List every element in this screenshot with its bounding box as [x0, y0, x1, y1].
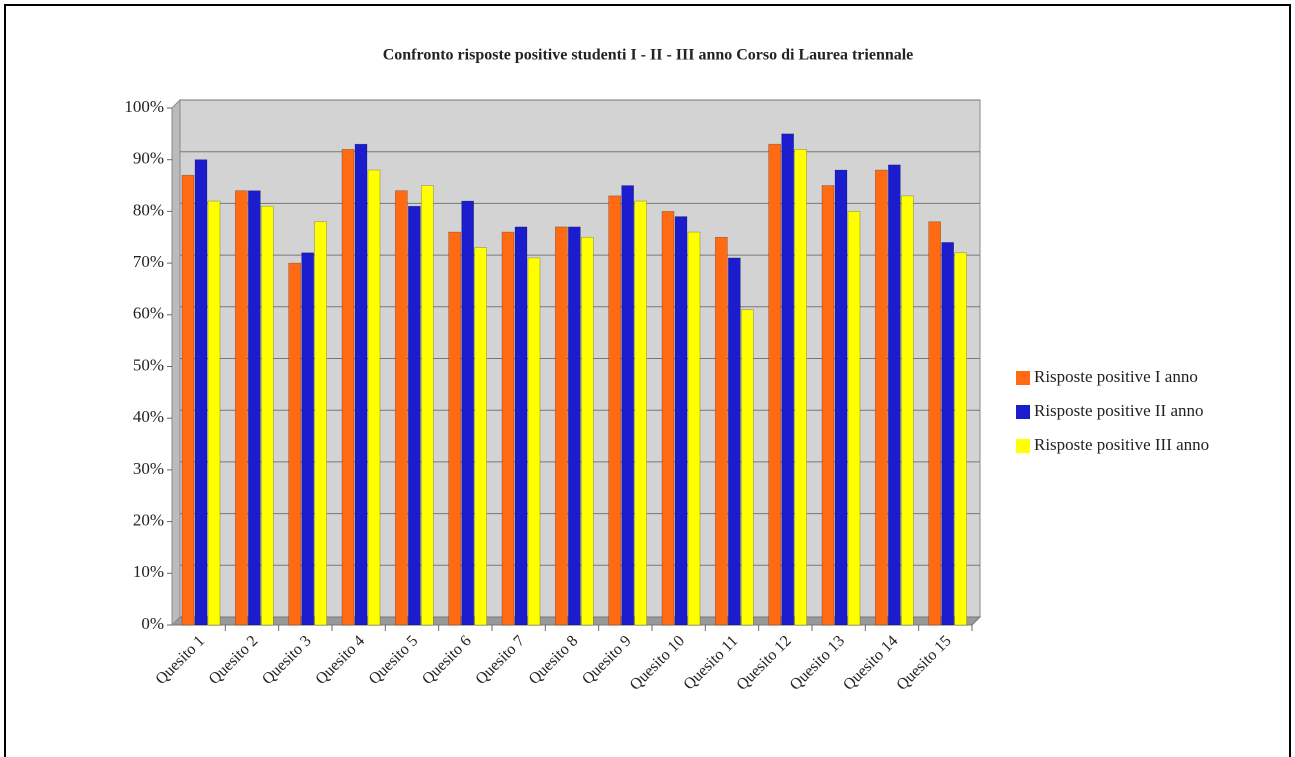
bar — [301, 252, 314, 626]
bar — [728, 257, 741, 626]
bar — [367, 169, 381, 626]
bar — [207, 200, 221, 626]
bar — [421, 185, 434, 626]
bar — [781, 133, 794, 626]
bar — [821, 185, 835, 626]
y-tick-label: 60% — [133, 304, 164, 323]
bar — [674, 216, 688, 626]
bar — [768, 143, 781, 626]
bar — [314, 221, 327, 626]
y-tick-label: 50% — [133, 355, 164, 374]
y-tick-label: 90% — [133, 149, 164, 168]
bar — [514, 226, 528, 626]
bar — [181, 174, 195, 626]
bar — [661, 211, 675, 626]
y-tick-label: 70% — [133, 252, 164, 271]
bar — [555, 226, 568, 626]
bar — [248, 190, 261, 626]
bar — [341, 149, 355, 626]
legend-label: Risposte positive III anno — [1034, 435, 1209, 454]
bar — [194, 159, 208, 626]
bar — [261, 205, 274, 626]
bar — [354, 143, 368, 626]
bar — [501, 231, 515, 626]
bar — [847, 211, 861, 626]
bar — [954, 252, 967, 626]
bar — [448, 231, 461, 626]
bar — [928, 221, 941, 626]
bar — [941, 242, 954, 626]
bar — [834, 169, 848, 626]
bar — [408, 205, 421, 626]
bar — [568, 226, 581, 626]
chart-title: Confronto risposte positive studenti I -… — [383, 47, 914, 64]
bar — [621, 185, 634, 626]
bar — [715, 236, 728, 626]
legend-label: Risposte positive I anno — [1034, 367, 1198, 386]
y-tick-label: 20% — [133, 511, 164, 530]
y-tick-label: 100% — [124, 97, 164, 116]
bar — [235, 190, 248, 626]
bar — [608, 195, 621, 626]
bar — [581, 236, 594, 626]
y-tick-label: 80% — [133, 200, 164, 219]
legend-swatch — [1016, 439, 1030, 453]
y-tick-label: 30% — [133, 459, 164, 478]
y-tick-label: 40% — [133, 407, 164, 426]
bar — [395, 190, 408, 626]
bar — [634, 200, 647, 626]
bar — [875, 169, 888, 626]
bar — [794, 149, 807, 626]
bar — [527, 257, 541, 626]
bar — [741, 309, 754, 626]
bar — [461, 200, 474, 626]
bar — [474, 247, 487, 626]
y-tick-label: 10% — [133, 562, 164, 581]
y-axis-side — [171, 98, 181, 627]
bar — [687, 231, 701, 626]
legend-swatch — [1016, 405, 1030, 419]
bar — [888, 164, 901, 626]
bar — [288, 262, 301, 626]
y-tick-label: 0% — [141, 614, 164, 633]
bar — [901, 195, 914, 626]
legend-swatch — [1016, 371, 1030, 385]
legend-label: Risposte positive II anno — [1034, 401, 1204, 420]
